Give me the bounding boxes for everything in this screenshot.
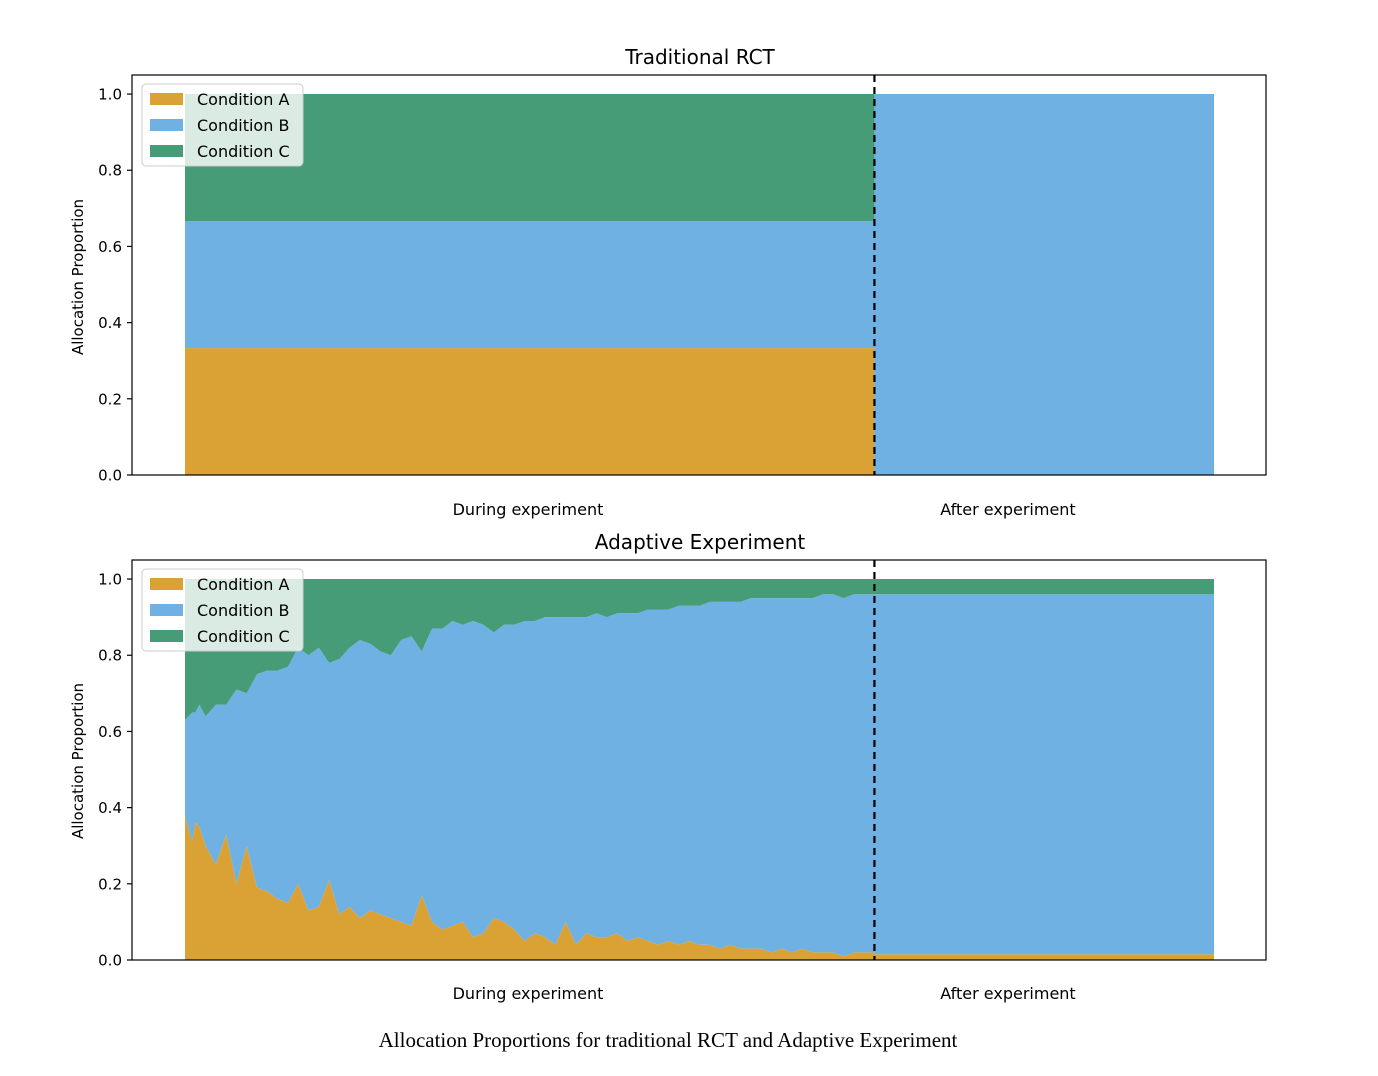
adaptive-experiment-chart: Adaptive Experiment Allocation Proportio…	[69, 530, 1267, 1003]
x-tick-label-after: After experiment	[940, 984, 1075, 1003]
area-condition-b	[185, 94, 1214, 475]
legend-label: Condition B	[197, 601, 289, 620]
y-tick-label: 0.6	[98, 723, 122, 741]
y-axis-label: Allocation Proportion	[69, 683, 87, 839]
traditional-rct-chart: Traditional RCT Allocation Proportion Du…	[69, 45, 1267, 519]
legend-swatch	[150, 119, 183, 131]
y-tick-label: 0.4	[98, 314, 122, 332]
y-tick-label: 0.8	[98, 162, 122, 180]
y-tick-label: 0.0	[98, 952, 122, 970]
area-condition-c	[185, 94, 1214, 222]
y-tick-label: 1.0	[98, 86, 122, 104]
legend: Condition A Condition B Condition C	[141, 83, 304, 167]
y-tick-label: 0.4	[98, 799, 122, 817]
area-condition-c	[185, 579, 1214, 720]
legend-label: Condition C	[197, 627, 290, 646]
legend-swatch	[150, 578, 183, 590]
y-tick-label: 0.0	[98, 467, 122, 485]
legend: Condition A Condition B Condition C	[141, 568, 304, 652]
y-tick-label: 1.0	[98, 571, 122, 589]
axes-frame	[131, 74, 1267, 476]
y-axis-label: Allocation Proportion	[69, 199, 87, 355]
legend-label: Condition C	[197, 142, 290, 161]
axes-frame	[131, 559, 1267, 961]
x-tick-label-during: During experiment	[453, 500, 604, 519]
y-tick-label: 0.6	[98, 238, 122, 256]
y-tick-label: 0.8	[98, 647, 122, 665]
chart-title: Adaptive Experiment	[595, 530, 806, 554]
area-condition-a	[185, 348, 1214, 475]
area-condition-b	[185, 594, 1214, 957]
legend-label: Condition A	[197, 90, 289, 109]
legend-swatch	[150, 145, 183, 157]
x-tick-label-after: After experiment	[940, 500, 1075, 519]
x-tick-label-during: During experiment	[453, 984, 604, 1003]
legend-swatch	[150, 93, 183, 105]
legend-swatch	[150, 604, 183, 616]
legend-label: Condition A	[197, 575, 289, 594]
chart-title: Traditional RCT	[624, 45, 775, 69]
legend-swatch	[150, 630, 183, 642]
legend-label: Condition B	[197, 116, 289, 135]
figure-caption: Allocation Proportions for traditional R…	[378, 1028, 958, 1052]
y-tick-label: 0.2	[98, 875, 122, 893]
area-condition-a	[185, 815, 1214, 960]
y-tick-label: 0.2	[98, 390, 122, 408]
